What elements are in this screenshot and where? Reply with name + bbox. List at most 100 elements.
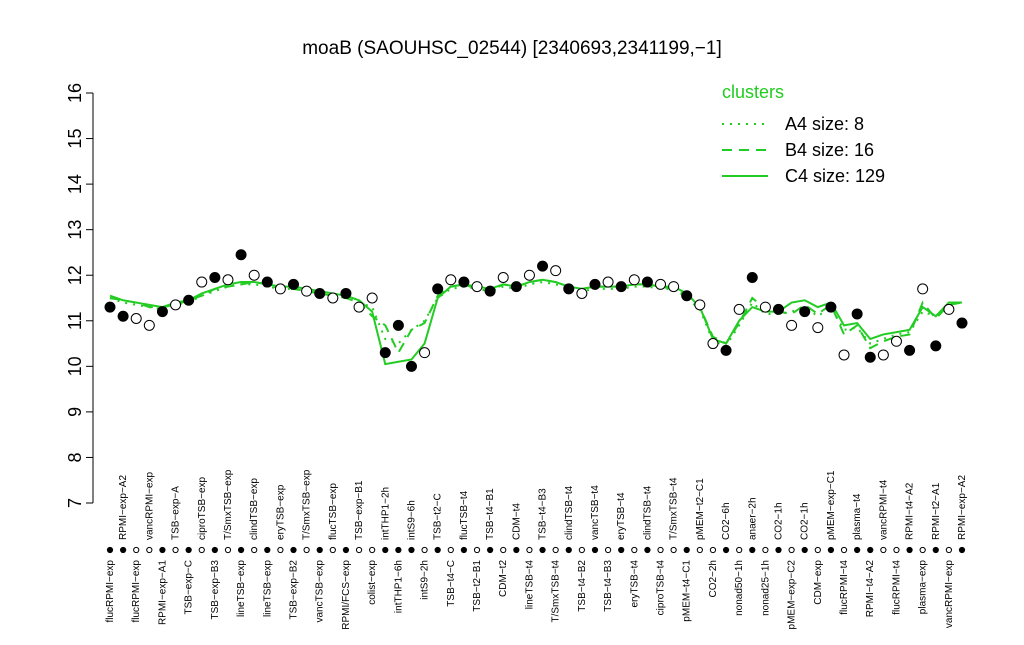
rug-point: [251, 546, 258, 554]
data-point: [838, 349, 850, 361]
rug-point: [185, 546, 192, 554]
x-tick-label: CO2−2h: [708, 560, 719, 598]
x-tick-label: TSB−t4−B3: [538, 488, 549, 540]
rug-point: [919, 546, 926, 554]
data-point: [419, 347, 431, 359]
data-point: [576, 287, 588, 299]
data-point: [628, 274, 640, 286]
rug-point: [303, 546, 310, 554]
y-tick-label: 10: [65, 356, 85, 376]
rug-point: [513, 546, 520, 554]
rug-point: [840, 546, 848, 554]
rug-point: [631, 546, 638, 554]
x-tick-label: TSB−t4−C: [446, 560, 457, 607]
data-point: [327, 292, 339, 304]
rug-point: [237, 546, 245, 554]
x-tick-label: eryTSB−exp: [275, 484, 286, 540]
data-point: [288, 278, 300, 290]
rug-point: [827, 546, 835, 554]
rug-point: [749, 546, 756, 554]
rug-point: [369, 546, 376, 554]
x-tick-label: ciproTSB−exp: [197, 476, 208, 540]
rug-point: [382, 546, 389, 554]
x-tick-label: eryTSB−t4: [616, 492, 627, 540]
data-point: [786, 319, 798, 331]
y-tick-label: 7: [65, 498, 85, 508]
data-point: [655, 278, 667, 290]
data-point: [301, 285, 313, 297]
rug-point: [146, 546, 153, 554]
x-tick-label: vancRPMI−exp: [944, 560, 955, 629]
data-point: [170, 299, 182, 311]
rug-point: [762, 546, 769, 554]
rug-point: [395, 546, 402, 554]
data-point: [904, 344, 916, 356]
data-point: [117, 310, 129, 322]
x-tick-label: plasma−t4: [852, 493, 863, 540]
rug-point: [539, 546, 546, 554]
rug-point: [814, 546, 821, 554]
x-tick-label: T/SmxTSB−exp: [223, 469, 234, 540]
x-tick-label: colist−exp: [367, 560, 378, 605]
legend-label: B4 size: 16: [785, 140, 874, 160]
data-point: [392, 319, 404, 331]
x-tick-label: RPMI−exp−A2: [957, 475, 968, 540]
legend-title: clusters: [722, 82, 784, 102]
data-point: [943, 303, 955, 315]
rug-point: [880, 546, 887, 554]
data-point: [235, 249, 247, 261]
x-tick-label: RPMI−t4−A2: [905, 482, 916, 540]
x-tick-label: RPMI−t2−A1: [931, 482, 942, 540]
rug-point: [316, 546, 323, 554]
x-tick-label: TSB−exp−B2: [289, 560, 300, 620]
x-tick-label: TSB−exp−B1: [354, 480, 365, 540]
x-tick-label: vancRPMI−exp: [144, 471, 155, 540]
x-tick-label: CO2−6h: [721, 502, 732, 540]
x-tick-label: TSB−t2−C: [433, 493, 444, 540]
data-point: [589, 278, 601, 290]
rug-point: [644, 546, 651, 554]
rug-point: [736, 546, 743, 554]
y-tick-label: 8: [65, 452, 85, 462]
y-tick-label: 9: [65, 407, 85, 417]
x-tick-label: pMEM−exp−C2: [787, 560, 798, 630]
y-tick-label: 12: [65, 265, 85, 285]
x-tick-label: CO2−1h: [800, 502, 811, 540]
x-tick-label: RPMI−exp−A2: [118, 475, 129, 540]
rug-point: [408, 546, 415, 554]
x-tick-label: pMEM−exp−C1: [826, 470, 837, 540]
cluster-line: [109, 278, 962, 366]
data-point: [707, 338, 719, 350]
cluster-line: [109, 278, 963, 355]
x-tick-label: pMEM−t2−C1: [695, 478, 706, 540]
x-tick-label: CO2−1h: [773, 502, 784, 540]
data-point: [209, 272, 221, 283]
rug-point: [670, 546, 677, 554]
x-tick-label: pMEM−t4−C1: [682, 560, 693, 622]
x-tick-label: flucRPMI−t4: [891, 560, 902, 615]
rug-point: [106, 546, 114, 554]
x-tick-label: TSB−exp−B3: [210, 560, 221, 620]
data-point: [510, 281, 522, 293]
data-point: [537, 260, 549, 272]
chart-title: moaB (SAOUHSC_02544) [2340693,2341199,−1…: [302, 38, 722, 59]
y-tick-label: 14: [65, 174, 85, 194]
x-tick-label: nonad50−1h: [734, 560, 745, 616]
x-tick-label: TSB−t2−B1: [472, 560, 483, 612]
rug-point: [487, 546, 494, 554]
x-tick-label: flucRPMI−exp: [131, 560, 142, 623]
rug-point: [696, 546, 703, 554]
rug-point: [657, 546, 664, 554]
data-point: [720, 344, 732, 356]
rug-point: [421, 546, 428, 554]
rug-point: [447, 546, 454, 554]
x-tick-label: RPMI−exp−A1: [157, 560, 168, 625]
rug-point: [565, 546, 572, 554]
rug-point: [211, 546, 218, 554]
x-tick-label: intS9−6h: [406, 500, 417, 540]
x-tick-label: clindTSB−t4: [642, 485, 653, 540]
x-tick-label: anaer−2h: [747, 497, 758, 540]
data-point: [274, 283, 286, 295]
rug-point: [722, 546, 730, 554]
